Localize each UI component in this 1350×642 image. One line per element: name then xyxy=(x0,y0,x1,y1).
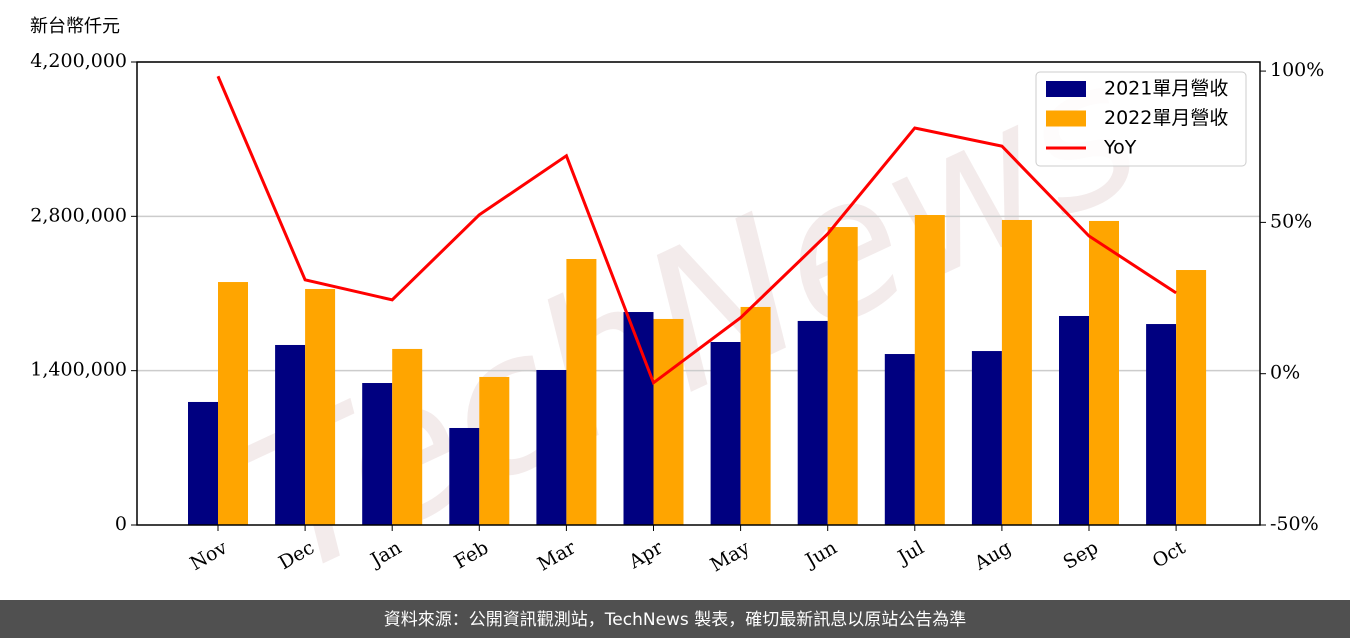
bar xyxy=(305,288,336,525)
y-tick-label: 0 xyxy=(115,513,127,535)
bar xyxy=(188,401,218,525)
bar xyxy=(914,215,945,525)
bar xyxy=(362,383,393,525)
bar xyxy=(536,370,567,525)
bar xyxy=(1001,219,1032,525)
y-tick-label: 4,200,000 xyxy=(30,50,127,72)
bar xyxy=(449,427,480,525)
bar xyxy=(218,282,248,525)
bar xyxy=(1089,220,1119,526)
line xyxy=(216,75,1177,386)
bar xyxy=(392,348,423,525)
bar xyxy=(566,258,597,525)
bar xyxy=(275,344,306,525)
legend-label: YoY xyxy=(1103,137,1137,159)
bar xyxy=(479,376,510,525)
y2-tick-label: 50% xyxy=(1270,210,1312,232)
legend-box xyxy=(1035,71,1247,167)
bar xyxy=(971,351,1002,525)
footer-band xyxy=(0,600,1350,638)
bar xyxy=(740,306,771,525)
legend-label: 2022單月營收 xyxy=(1104,107,1228,129)
bar xyxy=(1176,270,1207,525)
footer: 資料來源：公開資訊觀測站，TechNews 製表，確切最新訊息以原站公告為準 xyxy=(384,610,966,630)
bar xyxy=(827,227,858,525)
y2-tick-label: -50% xyxy=(1270,513,1319,535)
y2-tick-label: 100% xyxy=(1270,59,1324,81)
bar xyxy=(884,354,915,525)
y2-tick-label: 0% xyxy=(1270,362,1300,384)
bar xyxy=(1146,324,1177,525)
plot-frame xyxy=(136,61,1261,526)
y-tick-label: 2,800,000 xyxy=(30,204,127,226)
y-tick-label: 1,400,000 xyxy=(30,359,127,381)
bar xyxy=(710,342,741,525)
legend-swatch xyxy=(1046,110,1086,127)
legend-swatch xyxy=(1046,81,1086,97)
bar xyxy=(1059,315,1089,525)
legend-label: 2021單月營收 xyxy=(1104,78,1228,100)
unit-label: 新台幣仟元 xyxy=(30,16,120,37)
bar xyxy=(797,320,828,525)
bar xyxy=(653,318,684,525)
